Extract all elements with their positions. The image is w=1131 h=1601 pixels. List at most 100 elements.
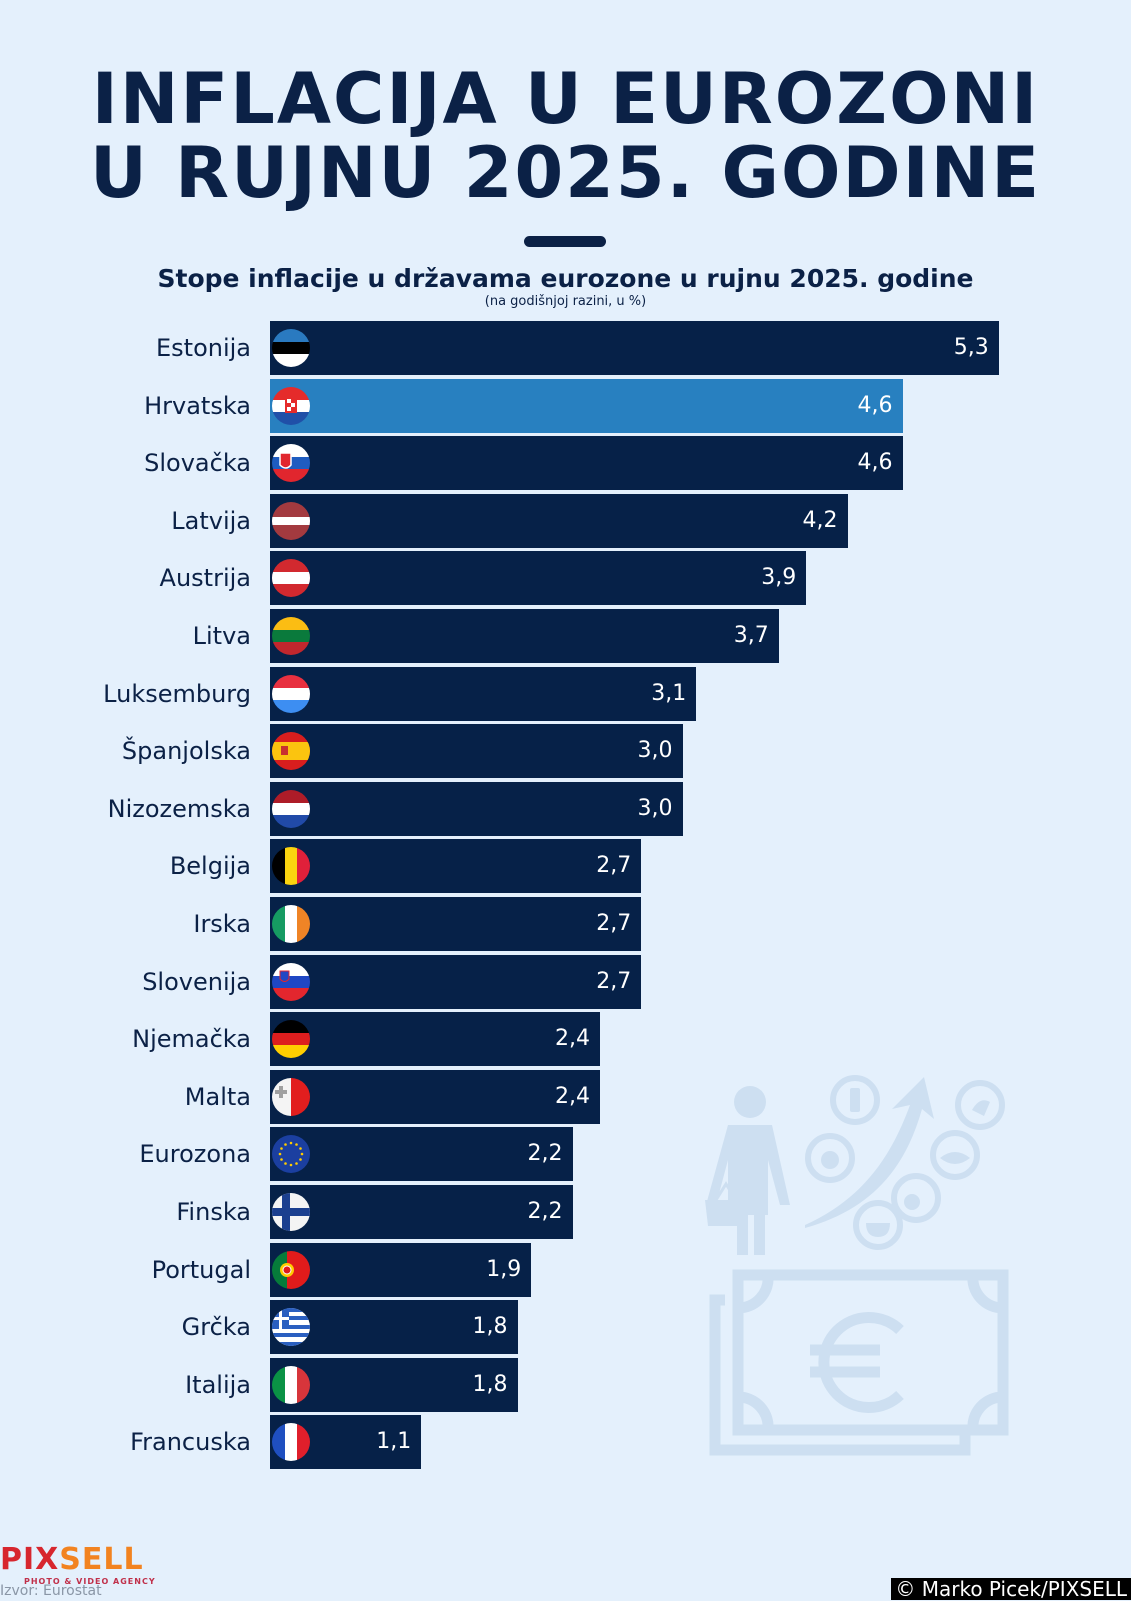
logo-part-1: PIX <box>0 1542 60 1577</box>
chart-title: Stope inflacije u državama eurozone u ru… <box>157 264 974 293</box>
bar-row: Eurozona 2,2 <box>0 1127 1131 1182</box>
category-label: Irska <box>193 910 251 938</box>
bar-row: Njemačka 2,4 <box>0 1012 1131 1067</box>
bar-row: Finska 2,2 <box>0 1185 1131 1239</box>
value-label: 1,1 <box>376 1429 412 1455</box>
bar <box>270 1300 518 1355</box>
pixsell-logo: PIXSELL <box>0 1542 144 1577</box>
greece-flag-icon <box>272 1308 310 1347</box>
spain-flag-icon <box>272 732 310 771</box>
croatia-flag-icon <box>272 386 310 425</box>
bar-row: Francuska 1,1 <box>0 1415 1131 1470</box>
value-label: 2,7 <box>596 853 632 879</box>
bar <box>270 609 779 663</box>
category-label: Grčka <box>181 1313 251 1342</box>
category-label: Portugal <box>151 1255 251 1284</box>
photo-credit: © Marko Picek/PIXSELL <box>891 1578 1131 1600</box>
category-label: Italija <box>185 1370 251 1399</box>
bar-row: Austrija 3,9 <box>0 551 1131 606</box>
category-label: Slovačka <box>144 449 251 478</box>
ireland-flag-icon <box>272 905 310 943</box>
bar-row: Malta 2,4 <box>0 1069 1131 1124</box>
bar-row: Belgija 2,7 <box>0 839 1131 894</box>
bar <box>270 666 697 721</box>
value-label: 2,4 <box>555 1026 590 1052</box>
bar <box>270 1127 573 1182</box>
bar <box>270 1185 573 1239</box>
bar <box>270 954 642 1009</box>
value-label: 3,0 <box>637 795 673 821</box>
category-label: Belgija <box>169 852 251 881</box>
bowl-icon <box>853 1200 903 1250</box>
bar <box>270 551 807 606</box>
chart-subtitle: (na godišnjoj razini, u %) <box>484 294 647 309</box>
luxembourg-flag-icon <box>272 674 310 713</box>
slovenia-flag-icon <box>272 962 310 1001</box>
category-label: Francuska <box>130 1428 251 1457</box>
bar <box>270 897 642 951</box>
latvia-flag-icon <box>272 501 310 540</box>
category-label: Eurozona <box>139 1140 251 1169</box>
value-label: 4,2 <box>802 507 838 533</box>
bar-row: Latvija 4,2 <box>0 493 1131 548</box>
value-label: 3,7 <box>733 623 769 648</box>
bar <box>270 1012 600 1067</box>
bar <box>270 781 683 836</box>
austria-flag-icon <box>272 559 310 598</box>
finland-flag-icon <box>272 1193 310 1231</box>
category-label: Slovenija <box>142 967 251 996</box>
value-label: 2,7 <box>596 911 632 936</box>
category-label: Latvija <box>171 506 251 535</box>
value-label: 1,8 <box>472 1371 508 1397</box>
category-label: Finska <box>176 1198 251 1226</box>
bar <box>270 724 683 779</box>
value-label: 2,2 <box>527 1141 563 1167</box>
apple-icon <box>805 1133 855 1183</box>
bar-row: Španjolska 3,0 <box>0 724 1131 779</box>
bar-row: Portugal 1,9 <box>0 1242 1131 1297</box>
slovakia-flag-icon <box>272 444 310 483</box>
eu-flag-icon <box>272 1135 310 1174</box>
title-divider <box>524 236 606 247</box>
logo-tagline: PHOTO & VIDEO AGENCY <box>24 1577 156 1586</box>
bar-row: Estonija 5,3 <box>0 321 1131 375</box>
bar-row: Italija 1,8 <box>0 1357 1131 1412</box>
value-label: 2,7 <box>596 968 632 994</box>
category-label: Estonija <box>155 334 251 362</box>
logo-part-2: SELL <box>59 1542 144 1577</box>
value-label: 1,9 <box>486 1256 522 1282</box>
value-label: 3,0 <box>637 738 673 764</box>
value-label: 4,6 <box>857 450 893 476</box>
bar-row: Nizozemska 3,0 <box>0 781 1131 836</box>
bar <box>270 436 903 491</box>
bar <box>270 1242 532 1297</box>
value-label: 2,2 <box>527 1199 563 1224</box>
bar-row: Slovenija 2,7 <box>0 954 1131 1009</box>
netherlands-flag-icon <box>272 789 310 828</box>
fish-icon <box>930 1130 980 1180</box>
bar <box>270 1357 518 1412</box>
italy-flag-icon <box>272 1365 310 1404</box>
value-label: 3,1 <box>651 680 687 706</box>
lithuania-flag-icon <box>272 617 310 655</box>
bar-row: Hrvatska 4,6 <box>0 378 1131 433</box>
bar <box>270 493 848 548</box>
horse-meat-icon <box>955 1080 1005 1130</box>
category-label: Njemačka <box>132 1025 251 1054</box>
portugal-flag-icon <box>272 1250 310 1289</box>
belgium-flag-icon <box>272 847 310 886</box>
bar-row: Irska 2,7 <box>0 897 1131 951</box>
value-label: 3,9 <box>761 565 797 591</box>
germany-flag-icon <box>272 1020 310 1059</box>
category-label: Hrvatska <box>144 391 251 420</box>
euro-banknote-icon <box>709 1269 1009 1456</box>
source-note: Izvor: Eurostat <box>0 1583 102 1599</box>
bar-row: Luksemburg 3,1 <box>0 666 1131 721</box>
category-label: Španjolska <box>121 737 251 766</box>
bar-row: Slovačka 4,6 <box>0 436 1131 491</box>
bar-row: Grčka 1,8 <box>0 1300 1131 1355</box>
shopper-with-basket-icon <box>705 1086 790 1255</box>
category-label: Nizozemska <box>107 794 251 823</box>
value-label: 4,6 <box>857 392 893 418</box>
